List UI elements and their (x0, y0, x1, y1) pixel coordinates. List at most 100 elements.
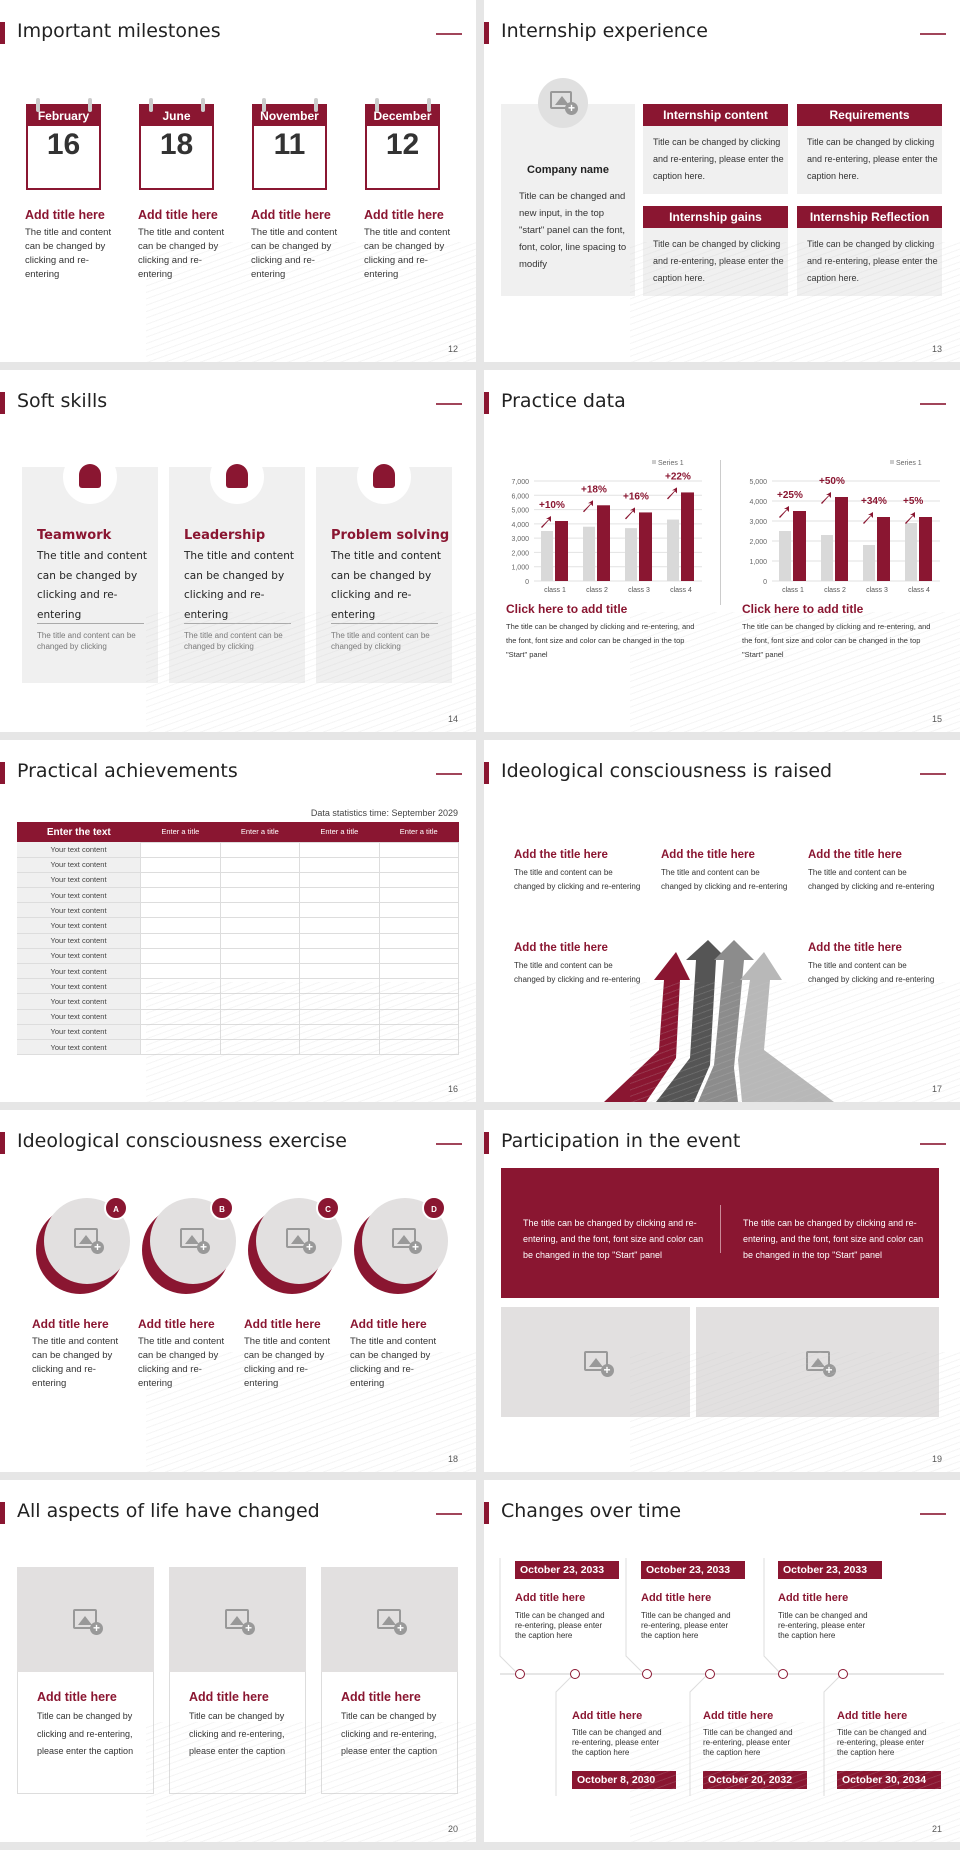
timeline-node[interactable] (515, 1669, 525, 1679)
slide-17[interactable]: Ideological consciousness is raised 17 Add… (484, 740, 960, 1102)
table-cell[interactable] (219, 962, 301, 980)
timeline-heading[interactable]: Add title here (572, 1710, 643, 1722)
table-cell[interactable] (299, 947, 380, 965)
table-cell[interactable] (219, 917, 301, 934)
table-row-label[interactable]: Your text content (17, 1024, 141, 1040)
slide-15[interactable]: Practice data 15 Click here to add title Th… (484, 370, 960, 732)
table-cell[interactable] (299, 871, 380, 889)
image-placeholder[interactable] (17, 1567, 154, 1672)
table-row-label[interactable]: Your text content (17, 963, 141, 980)
table-cell[interactable] (219, 1038, 301, 1056)
table-cell[interactable] (378, 947, 460, 965)
table-row-label[interactable]: Your text content (17, 872, 141, 889)
idea-heading[interactable]: Add the title here (808, 942, 902, 954)
timeline-node[interactable] (642, 1669, 652, 1679)
table-cell[interactable] (219, 947, 301, 965)
table-cell[interactable] (219, 932, 301, 949)
milestone-heading[interactable]: Add title here (138, 208, 218, 222)
table-header-cell[interactable]: Enter a title (299, 822, 380, 842)
table-header-cell[interactable]: Enter a title (140, 822, 221, 842)
table-cell[interactable] (219, 1008, 301, 1025)
exercise-heading[interactable]: Add title here (244, 1317, 321, 1331)
table-cell[interactable] (378, 1038, 460, 1056)
table-cell[interactable] (219, 902, 301, 919)
chart-block-heading[interactable]: Click here to add title (742, 602, 864, 616)
table-cell[interactable] (299, 902, 380, 919)
table-cell[interactable] (378, 962, 460, 980)
slide-21[interactable]: Changes over time 21 October 23, 2033 Add … (484, 1480, 960, 1842)
table-cell[interactable] (140, 947, 221, 965)
table-cell[interactable] (299, 993, 380, 1010)
table-cell[interactable] (299, 856, 380, 873)
timeline-heading[interactable]: Add title here (641, 1592, 712, 1604)
exercise-heading[interactable]: Add title here (32, 1317, 109, 1331)
table-cell[interactable] (378, 1008, 460, 1025)
table-cell[interactable] (378, 978, 460, 995)
image-placeholder[interactable] (696, 1307, 939, 1417)
table-cell[interactable] (378, 993, 460, 1010)
table-cell[interactable] (219, 993, 301, 1010)
table-cell[interactable] (299, 887, 380, 904)
timeline-heading[interactable]: Add title here (515, 1592, 586, 1604)
table-cell[interactable] (378, 871, 460, 889)
table-cell[interactable] (219, 1023, 301, 1040)
card-heading[interactable]: Add title here (37, 1690, 117, 1704)
table-cell[interactable] (140, 932, 221, 949)
table-cell[interactable] (140, 856, 221, 873)
table-row-label[interactable]: Your text content (17, 978, 141, 995)
slide-12[interactable]: Important milestones 12 February 16 Add titl… (0, 0, 476, 362)
timeline-node[interactable] (778, 1669, 788, 1679)
idea-heading[interactable]: Add the title here (514, 942, 608, 954)
table-cell[interactable] (140, 917, 221, 934)
table-header-cell[interactable]: Enter a title (379, 822, 459, 842)
slide-14[interactable]: Soft skills 14 Teamwork The title and conte… (0, 370, 476, 732)
idea-heading[interactable]: Add the title here (661, 849, 755, 861)
card-heading[interactable]: Add title here (189, 1690, 269, 1704)
table-cell[interactable] (299, 1023, 380, 1040)
table-cell[interactable] (140, 871, 221, 889)
milestone-heading[interactable]: Add title here (25, 208, 105, 222)
table-cell[interactable] (140, 1008, 221, 1025)
table-cell[interactable] (378, 856, 460, 873)
table-cell[interactable] (140, 1023, 221, 1040)
table-cell[interactable] (140, 902, 221, 919)
table-cell[interactable] (140, 978, 221, 995)
table-row-label[interactable]: Your text content (17, 993, 141, 1010)
table-cell[interactable] (299, 1038, 380, 1056)
slide-18[interactable]: Ideological consciousness exercise 18 A Add… (0, 1110, 476, 1472)
table-header-cell[interactable]: Enter the text (17, 822, 141, 842)
table-cell[interactable] (378, 932, 460, 949)
image-placeholder-circle[interactable] (538, 78, 588, 128)
image-placeholder[interactable] (321, 1567, 458, 1672)
table-row-label[interactable]: Your text content (17, 933, 141, 949)
slide-13[interactable]: Internship experience 13 Company name Title… (484, 0, 960, 362)
table-cell[interactable] (140, 1038, 221, 1056)
table-cell[interactable] (299, 932, 380, 949)
image-placeholder[interactable] (169, 1567, 306, 1672)
timeline-node[interactable] (838, 1669, 848, 1679)
card-heading[interactable]: Add title here (341, 1690, 421, 1704)
table-row-label[interactable]: Your text content (17, 902, 141, 919)
milestone-heading[interactable]: Add title here (251, 208, 331, 222)
table-cell[interactable] (219, 978, 301, 995)
table-header-cell[interactable]: Enter a title (220, 822, 300, 842)
table-row-label[interactable]: Your text content (17, 842, 141, 858)
timeline-node[interactable] (705, 1669, 715, 1679)
slide-16[interactable]: Practical achievements 16 Data statistics … (0, 740, 476, 1102)
table-cell[interactable] (299, 1008, 380, 1025)
table-cell[interactable] (299, 962, 380, 980)
table-cell[interactable] (299, 917, 380, 934)
table-cell[interactable] (140, 993, 221, 1010)
table-cell[interactable] (299, 841, 380, 858)
table-cell[interactable] (219, 856, 301, 873)
timeline-node[interactable] (570, 1669, 580, 1679)
image-placeholder[interactable] (501, 1307, 690, 1417)
idea-heading[interactable]: Add the title here (514, 849, 608, 861)
table-row-label[interactable]: Your text content (17, 948, 141, 965)
exercise-heading[interactable]: Add title here (350, 1317, 427, 1331)
table-cell[interactable] (219, 887, 301, 904)
table-row-label[interactable]: Your text content (17, 1009, 141, 1025)
table-row-label[interactable]: Your text content (17, 917, 141, 934)
table-cell[interactable] (299, 978, 380, 995)
exercise-heading[interactable]: Add title here (138, 1317, 215, 1331)
